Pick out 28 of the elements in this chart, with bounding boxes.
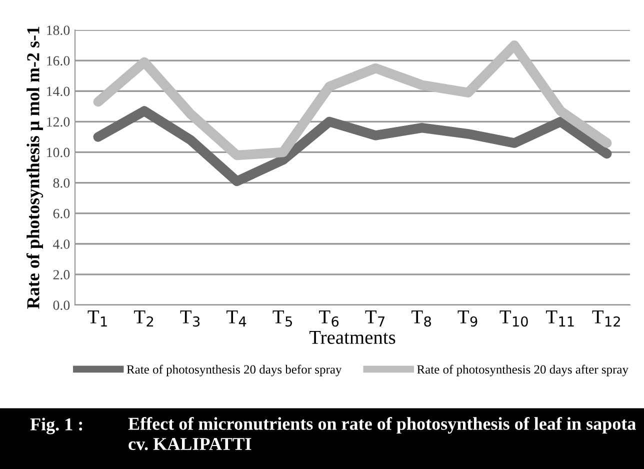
y-tick-label: 6.0 bbox=[53, 208, 70, 218]
y-tick-label: 12.0 bbox=[47, 117, 70, 127]
y-tick-label: 4.0 bbox=[53, 239, 70, 249]
y-tick-label: 2.0 bbox=[53, 270, 70, 280]
x-tick-label: T$_{2}$ bbox=[134, 310, 154, 326]
y-tick-label: 0.0 bbox=[53, 300, 70, 310]
x-tick-label: T$_{3}$ bbox=[180, 310, 200, 327]
x-tick-label: T$_{8}$ bbox=[412, 310, 431, 327]
y-axis-title: Rate of photosynthesis µ mol m-2 s-1 bbox=[26, 26, 44, 309]
x-tick-label: T$_{1}$ bbox=[88, 310, 107, 326]
legend-label: Rate of photosynthesis 20 days after spray bbox=[417, 364, 628, 376]
x-tick-label: T$_{7}$ bbox=[365, 310, 384, 326]
y-tick-label: 10.0 bbox=[47, 148, 70, 158]
y-tick-label: 18.0 bbox=[47, 26, 70, 36]
y-tick-label: 14.0 bbox=[47, 86, 70, 96]
x-tick-label: T$_{9}$ bbox=[458, 310, 478, 327]
x-tick-label: T$_{6}$ bbox=[319, 310, 339, 327]
x-tick-label: T$_{5}$ bbox=[272, 310, 292, 327]
x-tick-label: T$_{11}$ bbox=[546, 310, 574, 326]
legend-label: Rate of photosynthesis 20 days befor spray bbox=[126, 364, 342, 376]
x-tick-label: T$_{4}$ bbox=[226, 310, 246, 326]
caption: Fig. 1 : bbox=[30, 418, 82, 434]
y-tick-label: 16.0 bbox=[47, 56, 70, 66]
x-tick-label: T$_{10}$ bbox=[500, 310, 528, 327]
x-axis-title: Treatments bbox=[309, 331, 396, 344]
text: Effect of micronutrients on rate of photosynthesis of leaf in sapota cv. KALIPATTI bbox=[128, 417, 636, 450]
x-tick-label: T$_{12}$ bbox=[592, 310, 620, 326]
y-tick-label: 8.0 bbox=[53, 178, 70, 188]
